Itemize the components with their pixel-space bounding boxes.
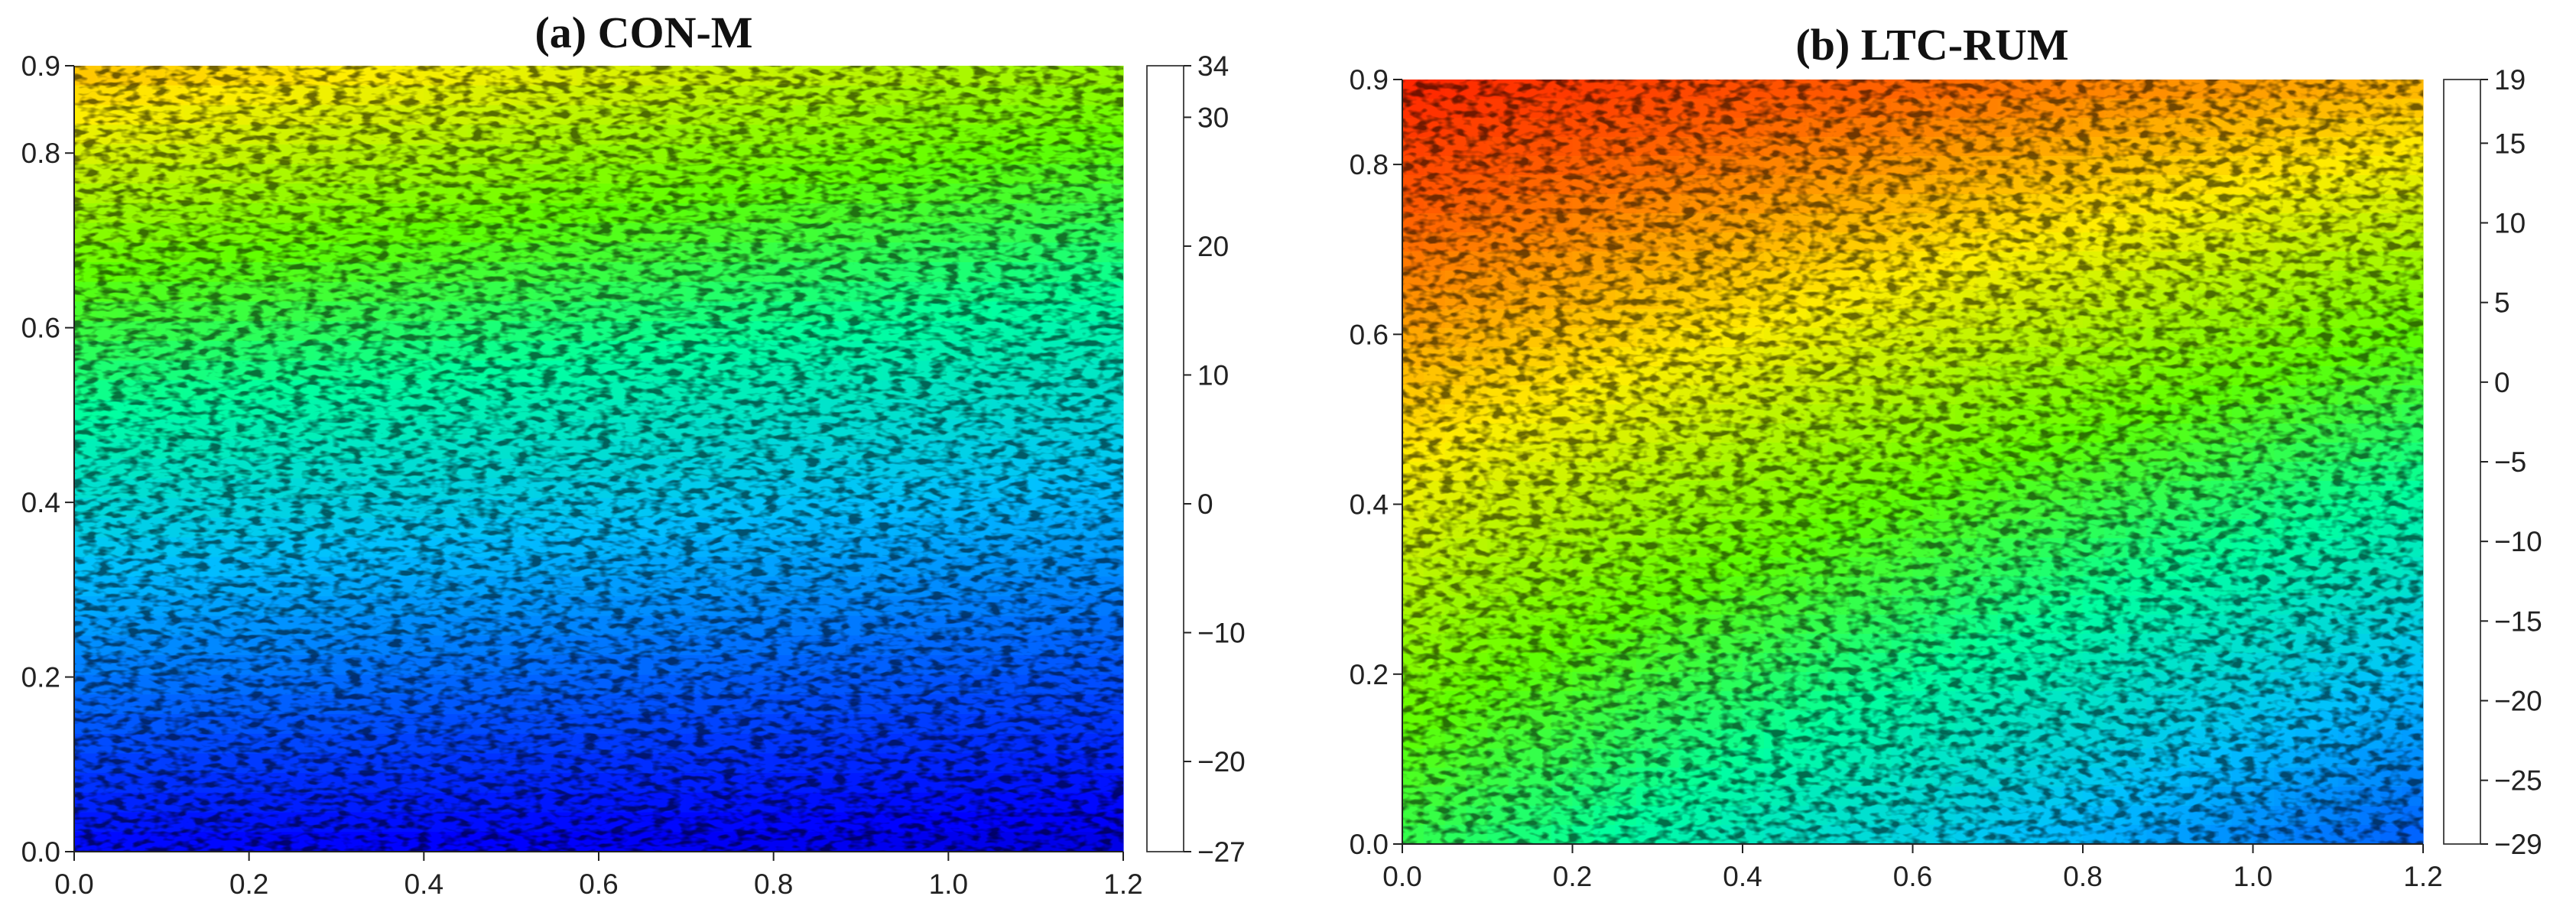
flow-texture xyxy=(1402,80,2423,844)
y-tick-label: 0.2 xyxy=(21,662,60,693)
x-tick-label: 0.0 xyxy=(1382,861,1421,892)
x-tick-label: 0.8 xyxy=(2063,861,2102,892)
flow-texture xyxy=(74,66,1123,852)
colorbar-tick-label: −10 xyxy=(1197,618,1246,649)
x-tick-label: 1.2 xyxy=(1103,868,1142,900)
colorbar xyxy=(2443,79,2481,845)
y-tick-label: 0.8 xyxy=(21,138,60,169)
colorbar-tick-label: 0 xyxy=(1197,489,1213,520)
x-tick-label: 0.8 xyxy=(754,868,793,900)
colorbar-tick-label: 20 xyxy=(1197,231,1229,262)
x-tick-label: 1.0 xyxy=(929,868,968,900)
y-tick-label: 0.9 xyxy=(21,50,60,82)
chart-ltc-rum: (b) LTC-RUM 0.0 0.2 0.4 0.6 0.8 1.0 1.2 0.0 0.2 0… xyxy=(1350,20,2542,892)
x-tick-label: 1.2 xyxy=(2403,861,2442,892)
x-tick-label: 0.6 xyxy=(1893,861,1932,892)
y-tick-label: 0.6 xyxy=(1350,319,1389,350)
colorbar xyxy=(1146,65,1184,852)
y-tick-label: 0.4 xyxy=(21,487,60,518)
colorbar-tick-label: −20 xyxy=(2494,686,2542,717)
x-tick-label: 0.2 xyxy=(1553,861,1592,892)
colorbar-tick-label: −15 xyxy=(2494,605,2542,637)
chart-con-m: (a) CON-M 0.0 0.2 0.4 0.6 0.8 1.0 1.2 0.0 0.2 0.4… xyxy=(21,8,1246,900)
y-tick-label: 0.8 xyxy=(1350,149,1389,180)
panel-title: (b) LTC-RUM xyxy=(1795,20,2068,70)
y-tick-label: 0.0 xyxy=(1350,829,1389,860)
x-tick-label: 0.6 xyxy=(579,868,618,900)
colorbar-tick-label: 10 xyxy=(1197,359,1229,391)
colorbar-frame xyxy=(2443,79,2481,845)
panel-title: (a) CON-M xyxy=(534,8,752,57)
colorbar-tick-label: 15 xyxy=(2494,128,2526,159)
x-tick-label: 0.4 xyxy=(1723,861,1762,892)
x-tick-label: 0.0 xyxy=(54,868,93,900)
panel-con-m: (a) CON-M 0.0 0.2 0.4 0.6 0.8 1.0 1.2 0.0 0.2 0.4… xyxy=(21,8,1246,900)
x-tick-label: 0.4 xyxy=(404,868,443,900)
colorbar-tick-label: −20 xyxy=(1197,746,1246,778)
panel-ltc-rum: (b) LTC-RUM 0.0 0.2 0.4 0.6 0.8 1.0 1.2 0.0 0.2 0… xyxy=(1288,0,2576,922)
colorbar-tick-label: −10 xyxy=(2494,526,2542,557)
y-tick-label: 0.6 xyxy=(21,313,60,344)
x-tick-label: 0.2 xyxy=(229,868,268,900)
x-tick-label: 1.0 xyxy=(2233,861,2272,892)
y-tick-label: 0.0 xyxy=(21,836,60,868)
colorbar-frame xyxy=(1146,65,1184,852)
colorbar-tick-label: 19 xyxy=(2494,64,2526,96)
colorbar-tick-label: 10 xyxy=(2494,208,2526,239)
colorbar-tick-label: 0 xyxy=(2494,367,2510,398)
colorbar-tick-label: 34 xyxy=(1197,50,1229,82)
y-tick-label: 0.4 xyxy=(1350,489,1389,521)
colorbar-tick-label: 30 xyxy=(1197,102,1229,133)
y-tick-label: 0.2 xyxy=(1350,659,1389,690)
y-tick-label: 0.9 xyxy=(1350,64,1389,96)
colorbar-tick-label: −29 xyxy=(2494,829,2542,860)
colorbar-tick-label: 5 xyxy=(2494,287,2510,319)
colorbar-tick-label: −5 xyxy=(2494,446,2526,478)
colorbar-tick-label: −25 xyxy=(2494,765,2542,797)
colorbar-tick-label: −27 xyxy=(1197,836,1246,868)
